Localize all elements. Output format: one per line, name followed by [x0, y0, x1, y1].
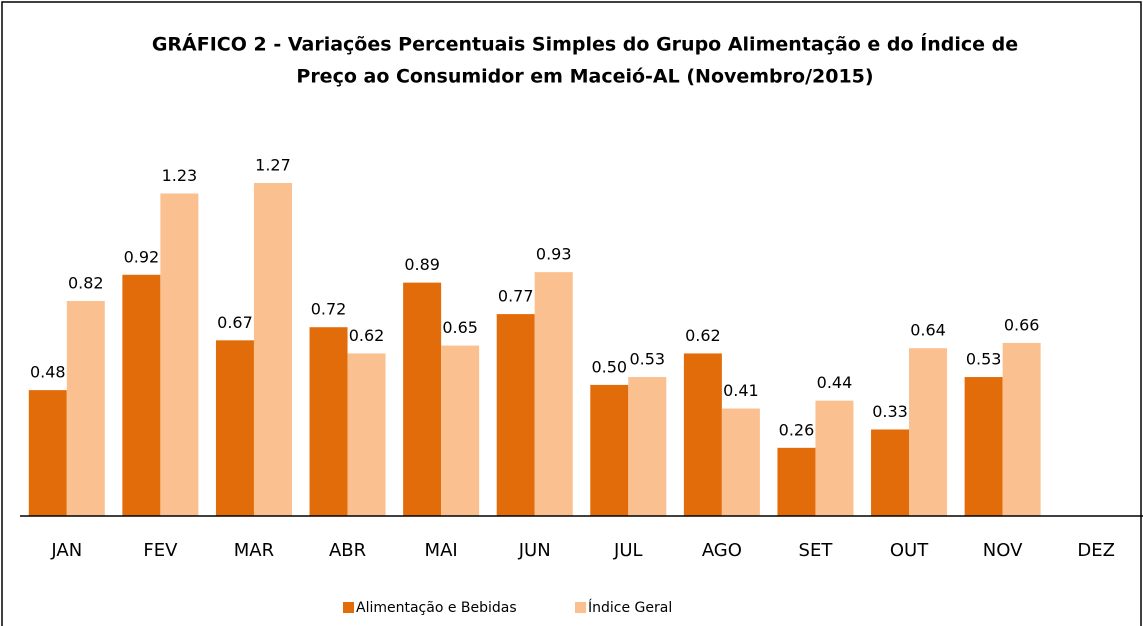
bar: [122, 274, 161, 516]
bar: [496, 314, 535, 516]
value-label: 0.26: [779, 420, 815, 439]
bar: [964, 377, 1003, 516]
value-label: 0.67: [217, 313, 253, 332]
bar: [441, 345, 480, 516]
value-label: 0.44: [817, 373, 853, 392]
value-label: 1.27: [255, 156, 291, 175]
bar: [66, 300, 105, 516]
bar: [253, 183, 292, 516]
x-tick-label: NOV: [983, 540, 1023, 561]
x-tick-label: SET: [799, 540, 834, 561]
bar: [871, 429, 910, 516]
value-label: 0.92: [124, 247, 160, 266]
bar: [628, 377, 667, 516]
x-tick-label: JUN: [518, 540, 551, 561]
legend-label: Alimentação e Bebidas: [356, 600, 517, 616]
value-label: 0.77: [498, 287, 534, 306]
value-label: 0.62: [685, 326, 721, 345]
bar: [683, 353, 722, 516]
x-tick-label: FEV: [143, 540, 178, 561]
bar: [721, 408, 760, 516]
chart-subtitle: Preço ao Consumidor em Maceió-AL (Novemb…: [296, 66, 873, 88]
bar: [590, 384, 629, 516]
bar: [309, 327, 348, 516]
value-label: 0.48: [30, 363, 66, 382]
bar: [534, 272, 573, 516]
bar: [909, 348, 948, 516]
bar: [347, 353, 386, 516]
x-tick-label: OUT: [890, 540, 929, 561]
value-label: 0.65: [442, 318, 478, 337]
value-label: 0.66: [1004, 315, 1040, 334]
bar: [403, 282, 442, 516]
legend-swatch: [343, 602, 354, 613]
value-label: 0.64: [910, 321, 946, 340]
value-label: 1.23: [162, 166, 198, 185]
bar: [215, 340, 254, 516]
x-tick-label: DEZ: [1077, 540, 1115, 561]
bar: [28, 390, 67, 516]
x-tick-label: MAR: [234, 540, 274, 561]
value-label: 0.93: [536, 245, 572, 264]
value-label: 0.72: [311, 300, 347, 319]
legend-label: Índice Geral: [588, 599, 672, 616]
legend-swatch: [575, 602, 586, 613]
x-tick-label: AGO: [702, 540, 742, 561]
value-label: 0.89: [404, 255, 440, 274]
bar: [160, 193, 199, 516]
value-label: 0.82: [68, 273, 104, 292]
chart-title: GRÁFICO 2 - Variações Percentuais Simple…: [152, 33, 1018, 56]
value-label: 0.50: [591, 357, 627, 376]
bar: [815, 400, 854, 516]
bar: [777, 447, 816, 516]
x-tick-label: MAI: [425, 540, 458, 561]
value-label: 0.53: [629, 350, 665, 369]
value-label: 0.62: [349, 326, 385, 345]
value-label: 0.41: [723, 381, 759, 400]
x-tick-label: JUL: [613, 540, 643, 561]
x-tick-label: JAN: [50, 540, 82, 561]
value-label: 0.33: [872, 402, 908, 421]
x-tick-label: ABR: [329, 540, 366, 561]
value-label: 0.53: [966, 350, 1002, 369]
bar: [1002, 342, 1041, 516]
